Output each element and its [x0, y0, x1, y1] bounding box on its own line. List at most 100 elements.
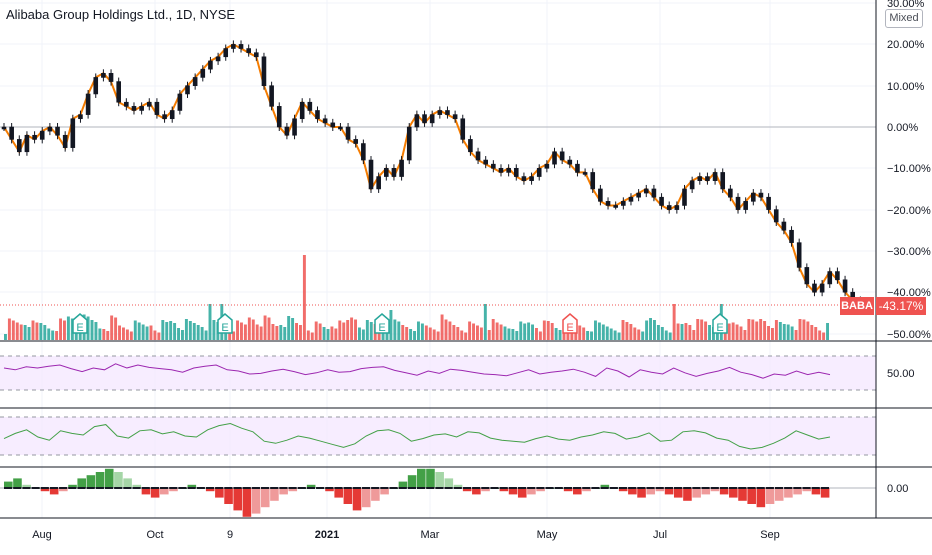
hist-bar: [628, 488, 637, 495]
volume-bar: [114, 317, 118, 340]
pane-separators[interactable]: [0, 340, 932, 468]
volume-bar: [759, 319, 763, 340]
volume-bar: [393, 319, 397, 340]
candle-body: [621, 201, 626, 206]
time-axis-tick: Aug: [32, 529, 52, 541]
candle-body: [598, 188, 603, 202]
volume-bar: [243, 324, 247, 340]
volume-bar: [692, 330, 696, 340]
hist-bar: [710, 488, 720, 492]
hist-bar: [499, 488, 509, 492]
time-axis[interactable]: Aug Oct 9 2021 Mar May Jul Sep: [0, 517, 932, 541]
hist-bar: [40, 488, 50, 492]
hist-signal-dot: [123, 487, 132, 489]
volume-bar: [63, 320, 66, 340]
hist-signal-dot: [527, 487, 536, 489]
candle-body: [200, 68, 206, 78]
hist-signal-dot: [22, 487, 31, 489]
hist-signal-dot: [554, 487, 563, 489]
volume-bar: [739, 326, 743, 340]
candle-body: [368, 159, 374, 190]
hist-signal-dot: [573, 487, 582, 489]
hist-signal-dot: [40, 487, 49, 489]
volume-bar: [790, 326, 794, 340]
hist-bar: [774, 488, 784, 501]
hist-signal-dot: [664, 487, 673, 489]
volume-bar: [350, 317, 354, 340]
hist-signal-dot: [251, 487, 260, 489]
earnings-marker-label: E: [566, 322, 573, 334]
volume-bar: [188, 321, 192, 340]
volume-bar: [23, 325, 27, 340]
volume-bar: [141, 324, 145, 340]
hist-bar: [747, 488, 756, 504]
volume-bar: [432, 329, 436, 340]
hist-bar: [260, 488, 270, 508]
hist-bar: [288, 488, 298, 492]
volume-bar: [751, 319, 755, 340]
candle-body: [299, 101, 305, 120]
candle-body: [682, 188, 687, 206]
volume-bar: [653, 320, 656, 340]
earnings-marker-badge: [712, 313, 728, 334]
price-axis-tick: 20.00%: [887, 39, 925, 51]
volume-bar: [479, 327, 483, 340]
candle-body: [475, 151, 481, 161]
volume-bar: [794, 330, 798, 340]
volume-bar: [47, 328, 51, 340]
volume-bar: [196, 325, 200, 340]
hist-bar: [187, 484, 197, 488]
hist-signal-dot: [31, 487, 40, 489]
volume-bar: [346, 320, 350, 340]
candle-body: [162, 114, 167, 120]
price-axis[interactable]: 30.00% 20.00% 10.00% 0.00% −10.00% −20.00% −30…: [875, 0, 931, 518]
candle-body: [131, 106, 137, 111]
hist-bar: [664, 488, 674, 495]
volume-bar: [546, 321, 550, 340]
hist-bar: [371, 488, 380, 501]
candle-body: [376, 176, 381, 190]
candle-body: [384, 168, 389, 177]
earnings-marker-label: E: [716, 322, 723, 334]
scale-mode-button[interactable]: Mixed: [885, 9, 923, 28]
hist-bar: [114, 472, 123, 488]
time-axis-tick: Sep: [760, 529, 780, 541]
volume-bar: [263, 315, 267, 340]
volume-bar: [676, 323, 680, 340]
volume-bar: [299, 325, 302, 340]
hist-bar: [104, 468, 114, 488]
candle-body: [414, 114, 420, 128]
volume-bar: [523, 323, 527, 340]
volume-bar: [149, 325, 153, 340]
volume-bar: [228, 329, 232, 340]
hist-bar: [462, 488, 472, 492]
candle-body: [338, 126, 343, 130]
hist-bar: [719, 488, 729, 495]
candle-body: [9, 126, 14, 140]
hist-bar: [270, 488, 279, 501]
candle-body: [399, 159, 404, 177]
hist-signal-dot: [316, 487, 325, 489]
volume-bar: [531, 324, 534, 340]
hist-signal-dot: [169, 487, 178, 489]
hist-signal-dot: [802, 487, 811, 489]
volume-bar: [814, 327, 818, 340]
volume-bar: [125, 329, 129, 340]
volume-bar: [145, 326, 149, 340]
volume-bar: [743, 330, 747, 340]
candle-body: [697, 176, 703, 181]
hist-signal-dot: [747, 487, 756, 489]
hist-bar: [343, 488, 353, 504]
volume-bar: [110, 315, 114, 340]
volume-bar: [660, 327, 664, 340]
candle-body: [16, 139, 22, 153]
hist-bar: [224, 488, 233, 504]
hist-signal-dot: [361, 487, 371, 489]
candle-body: [468, 139, 473, 153]
volume-bar: [755, 321, 759, 340]
volume-bar: [318, 323, 322, 340]
volume-bar: [424, 325, 428, 340]
